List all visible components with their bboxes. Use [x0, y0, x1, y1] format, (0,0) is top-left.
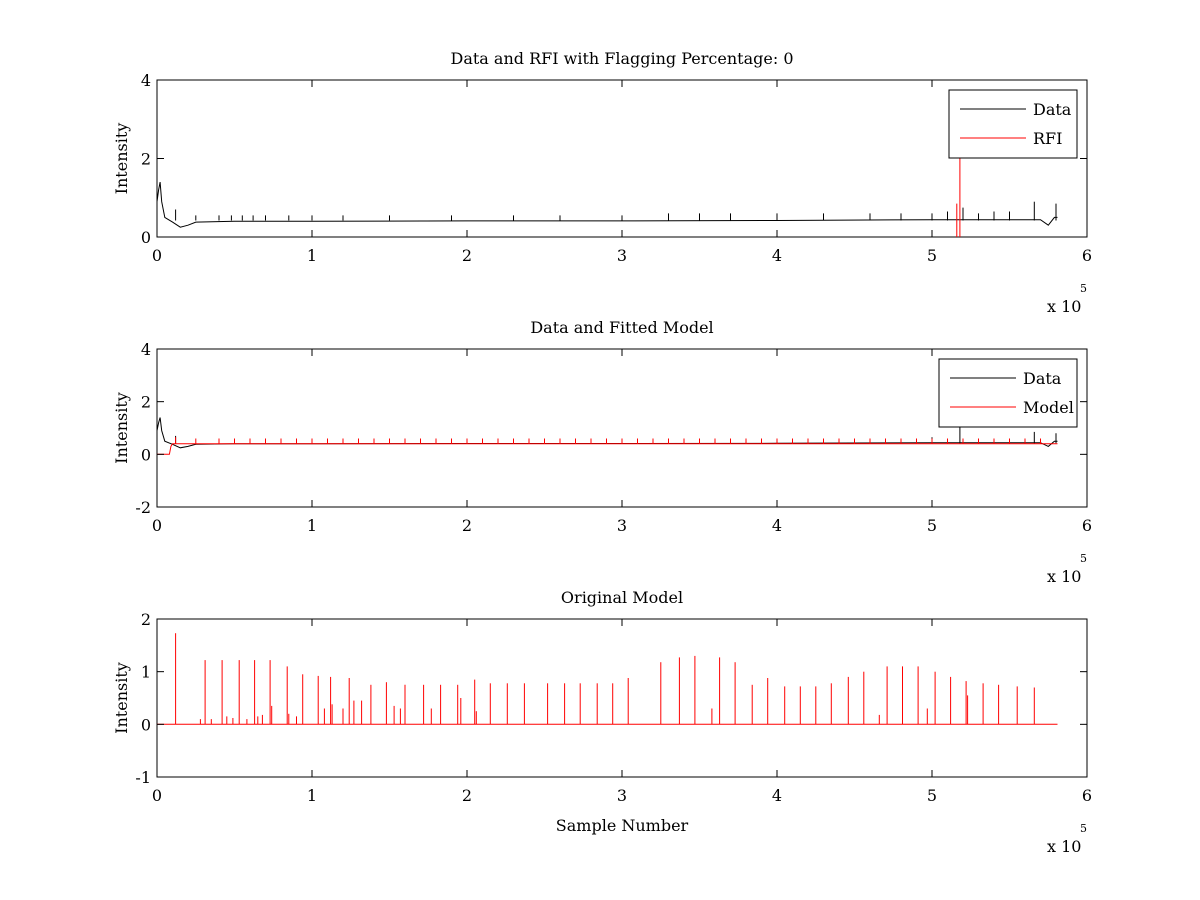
y-tick-label: 4 — [141, 71, 151, 90]
x-multiplier-label: x 10 — [1047, 567, 1081, 586]
y-tick-label: -2 — [135, 498, 151, 517]
x-tick-label: 4 — [772, 246, 782, 265]
x-tick-label: 6 — [1082, 246, 1092, 265]
x-tick-label: 2 — [462, 786, 472, 805]
legend: Data Model — [938, 358, 1078, 428]
y-tick-label: 1 — [141, 663, 151, 682]
plot-area — [157, 158, 1058, 237]
x-tick-label: 1 — [307, 516, 317, 535]
series-model — [157, 633, 1058, 725]
series-line — [157, 182, 1058, 228]
y-axis-label: Intensity — [112, 662, 131, 734]
x-tick-label: 1 — [307, 246, 317, 265]
y-tick-label: 2 — [141, 393, 151, 412]
x-tick-label: 0 — [152, 246, 162, 265]
x-tick-label: 0 — [152, 516, 162, 535]
x-multiplier-exponent: 5 — [1080, 282, 1087, 295]
legend-box — [938, 358, 1078, 428]
chart-title: Data and Fitted Model — [530, 318, 713, 337]
y-tick-label: 2 — [141, 150, 151, 169]
x-tick-label: 3 — [617, 246, 627, 265]
series-rfi — [956, 158, 961, 237]
y-tick-label: 0 — [141, 715, 151, 734]
plot-area — [157, 417, 1058, 455]
legend-box — [948, 89, 1078, 159]
x-tick-label: 3 — [617, 516, 627, 535]
legend: Data RFI — [948, 89, 1078, 159]
legend-label: Data — [1033, 100, 1072, 119]
chart-title: Original Model — [561, 588, 683, 607]
y-axis-label: Intensity — [112, 123, 131, 195]
y-tick-label: 4 — [141, 340, 151, 359]
legend-label: Data — [1023, 369, 1062, 388]
series-model — [157, 437, 1058, 455]
y-tick-label: 0 — [141, 228, 151, 247]
x-multiplier-label: x 10 — [1047, 837, 1081, 856]
x-multiplier-label: x 10 — [1047, 297, 1081, 316]
y-tick-label: 2 — [141, 610, 151, 629]
axes-box — [156, 79, 1088, 238]
plot-area — [157, 633, 1058, 725]
y-tick-label: 0 — [141, 445, 151, 464]
x-tick-label: 5 — [927, 246, 937, 265]
axes-box — [156, 348, 1088, 508]
series-data — [157, 182, 1058, 228]
x-multiplier-exponent: 5 — [1080, 822, 1087, 835]
x-tick-label: 2 — [462, 516, 472, 535]
x-tick-label: 6 — [1082, 516, 1092, 535]
x-tick-label: 3 — [617, 786, 627, 805]
axes-box — [156, 618, 1088, 778]
x-multiplier-exponent: 5 — [1080, 552, 1087, 565]
x-tick-label: 1 — [307, 786, 317, 805]
legend-label: RFI — [1033, 129, 1062, 148]
x-tick-label: 0 — [152, 786, 162, 805]
x-tick-label: 5 — [927, 516, 937, 535]
x-tick-label: 5 — [927, 786, 937, 805]
x-tick-label: 6 — [1082, 786, 1092, 805]
x-tick-label: 4 — [772, 516, 782, 535]
x-axis-label: Sample Number — [556, 816, 689, 835]
y-tick-label: -1 — [135, 768, 151, 787]
x-tick-label: 2 — [462, 246, 472, 265]
subplot-1: 0 1 2 3 4 5 6 0 2 4 Data and RFI with Flagging Per… — [112, 49, 1092, 316]
x-tick-label: 4 — [772, 786, 782, 805]
chart-title: Data and RFI with Flagging Percentage: 0 — [450, 49, 793, 68]
y-axis-label: Intensity — [112, 392, 131, 464]
legend-label: Model — [1023, 398, 1074, 417]
